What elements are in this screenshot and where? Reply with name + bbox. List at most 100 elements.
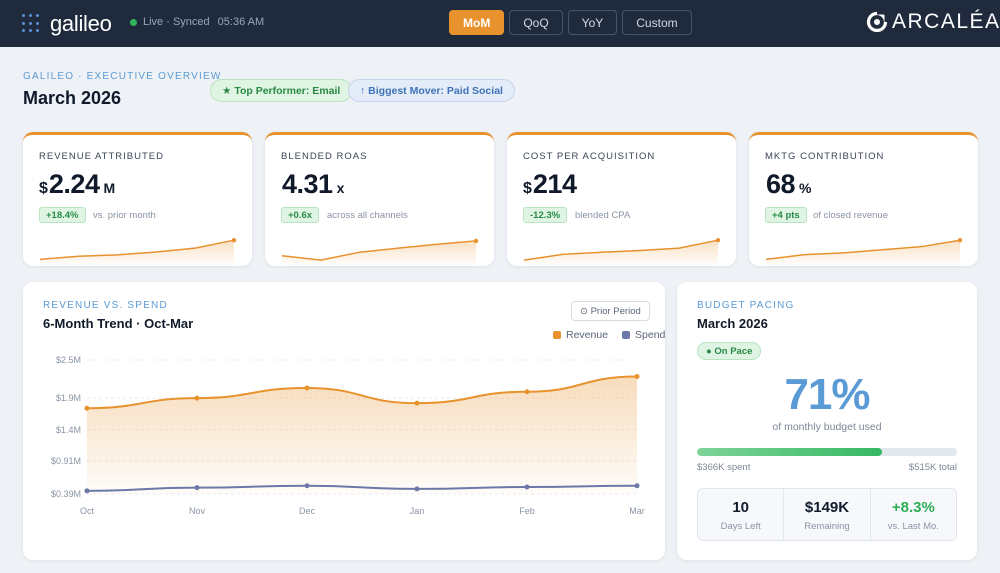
kpi-value: 68 % bbox=[765, 169, 812, 200]
sparkline-endpoint bbox=[957, 238, 963, 243]
kpi-prefix: $ bbox=[39, 180, 48, 197]
budget-pacing-card: BUDGET PACING March 2026 ● On Pace 71% o… bbox=[677, 282, 977, 560]
revenue-point[interactable] bbox=[84, 405, 90, 411]
stat-label: Remaining bbox=[804, 521, 850, 532]
revenue-spend-card: REVENUE VS. SPEND 6-Month Trend · Oct-Ma… bbox=[23, 282, 665, 560]
sparkline-area bbox=[282, 240, 476, 265]
legend-label-revenue: Revenue bbox=[566, 329, 609, 341]
kpi-number: 214 bbox=[532, 169, 577, 199]
chart-eyebrow: REVENUE VS. SPEND bbox=[43, 300, 168, 311]
spend-point[interactable] bbox=[304, 483, 310, 489]
kpi-note: vs. prior month bbox=[93, 210, 156, 221]
stat-value: +8.3% bbox=[891, 499, 935, 516]
budget-progress-bar bbox=[697, 448, 957, 456]
kpi-card-contribution[interactable]: MKTG CONTRIBUTION 68 % +4 pts of closed … bbox=[749, 132, 978, 266]
spend-point[interactable] bbox=[194, 485, 200, 491]
kpi-card-revenue[interactable]: REVENUE ATTRIBUTED $ 2.24 M +18.4% vs. p… bbox=[23, 132, 252, 266]
sparkline-endpoint bbox=[231, 238, 237, 243]
y-tick-label: $0.91M bbox=[51, 456, 81, 466]
kpi-number: 4.31 bbox=[282, 169, 333, 199]
y-tick-label: $0.39M bbox=[51, 489, 81, 499]
status-text: Live · Synced bbox=[143, 16, 210, 28]
kpi-sparkline bbox=[523, 238, 721, 265]
stat-value: $149K bbox=[804, 499, 850, 516]
kpi-number: 68 bbox=[766, 169, 796, 199]
budget-percent: 71% bbox=[784, 370, 870, 419]
kpi-label: BLENDED ROAS bbox=[281, 151, 368, 162]
revenue-line bbox=[86, 375, 638, 410]
budget-title: March 2026 bbox=[697, 316, 768, 331]
stat-vs-last-month: +8.3% vs. Last Mo. bbox=[871, 489, 956, 540]
top-performer-badge: ★ Top Performer: Email bbox=[210, 79, 353, 102]
kpi-suffix: x bbox=[336, 180, 345, 196]
kpi-note: blended CPA bbox=[575, 210, 631, 221]
spend-point[interactable] bbox=[634, 483, 640, 489]
kpi-sparkline bbox=[765, 238, 963, 265]
period-qoq-button[interactable]: QoQ bbox=[509, 10, 563, 35]
legend-label-spend: Spend bbox=[635, 329, 666, 341]
kpi-card-roas[interactable]: BLENDED ROAS 4.31 x +0.6x across all cha… bbox=[265, 132, 494, 266]
prior-period-button[interactable]: ⊙ Prior Period bbox=[571, 301, 650, 321]
sparkline-endpoint bbox=[473, 238, 479, 244]
client-logo: ARCALÉA bbox=[866, 10, 1000, 34]
period-toggle: MoM QoQ YoY Custom bbox=[449, 10, 697, 35]
spend-line bbox=[86, 484, 638, 492]
sparkline-line bbox=[765, 239, 961, 261]
budget-stats: 10 Days Left $149K Remaining +8.3% vs. L… bbox=[697, 488, 957, 541]
kpi-number: 2.24 bbox=[48, 169, 100, 199]
kpi-card-cpa[interactable]: COST PER ACQUISITION $ 214 -12.3% blende… bbox=[507, 132, 736, 266]
y-tick-label: $1.9M bbox=[56, 393, 81, 403]
stat-label: vs. Last Mo. bbox=[887, 521, 939, 532]
spend-point[interactable] bbox=[84, 488, 90, 494]
biggest-mover-badge: ↑ Biggest Mover: Paid Social bbox=[348, 79, 515, 102]
legend-swatch-spend bbox=[622, 331, 631, 339]
budget-eyebrow: BUDGET PACING bbox=[697, 300, 795, 311]
sparkline-area bbox=[40, 240, 234, 265]
revenue-point[interactable] bbox=[524, 389, 530, 395]
live-dot-icon bbox=[130, 18, 137, 26]
kpi-value: $ 2.24 M bbox=[39, 169, 115, 200]
brand-logo[interactable]: galileo bbox=[22, 11, 112, 37]
period-mom-button[interactable]: MoM bbox=[449, 10, 505, 35]
x-tick-label: Nov bbox=[189, 506, 206, 516]
top-bar: galileo Live · Synced 05:36 AM MoM QoQ Y… bbox=[0, 0, 1000, 47]
chart-title: 6-Month Trend · Oct-Mar bbox=[43, 316, 194, 331]
legend-swatch-revenue bbox=[553, 331, 561, 339]
y-tick-label: $1.4M bbox=[56, 425, 81, 435]
kpi-delta-badge: -12.3% bbox=[523, 207, 568, 223]
sparkline-line bbox=[523, 239, 719, 261]
legend-item-spend[interactable]: Spend bbox=[622, 329, 665, 341]
x-tick-label: Oct bbox=[80, 506, 95, 516]
budget-progress-fill bbox=[697, 448, 882, 456]
kpi-suffix: % bbox=[799, 180, 812, 196]
revenue-point[interactable] bbox=[634, 374, 640, 380]
spend-point[interactable] bbox=[524, 484, 530, 490]
status-time: 05:36 AM bbox=[217, 16, 265, 28]
budget-total: $515K total bbox=[908, 462, 957, 473]
revenue-point[interactable] bbox=[414, 400, 420, 406]
period-custom-button[interactable]: Custom bbox=[622, 10, 692, 35]
kpi-value: 4.31 x bbox=[281, 169, 344, 200]
spend-point[interactable] bbox=[414, 486, 420, 492]
revenue-area bbox=[87, 376, 637, 494]
sparkline-endpoint bbox=[715, 238, 721, 243]
revenue-point[interactable] bbox=[304, 385, 310, 391]
page-eyebrow: GALILEO · EXECUTIVE OVERVIEW bbox=[23, 71, 222, 82]
x-tick-label: Dec bbox=[299, 506, 316, 516]
kpi-prefix: $ bbox=[523, 180, 532, 197]
kpi-label: REVENUE ATTRIBUTED bbox=[39, 151, 164, 162]
kpi-delta-badge: +18.4% bbox=[39, 207, 86, 223]
kpi-label: MKTG CONTRIBUTION bbox=[765, 151, 885, 162]
page-title: March 2026 bbox=[23, 88, 122, 108]
client-name: ARCALÉA bbox=[892, 10, 1000, 33]
kpi-note: of closed revenue bbox=[813, 210, 888, 221]
stat-value: 10 bbox=[732, 499, 749, 516]
stat-label: Days Left bbox=[720, 521, 761, 532]
legend-item-revenue[interactable]: Revenue bbox=[553, 329, 608, 341]
chart-legend: Revenue Spend bbox=[539, 329, 665, 341]
sparkline-line bbox=[281, 240, 477, 261]
period-yoy-button[interactable]: YoY bbox=[567, 10, 618, 35]
sparkline-area bbox=[524, 240, 718, 265]
kpi-label: COST PER ACQUISITION bbox=[523, 151, 656, 162]
revenue-point[interactable] bbox=[194, 395, 200, 401]
